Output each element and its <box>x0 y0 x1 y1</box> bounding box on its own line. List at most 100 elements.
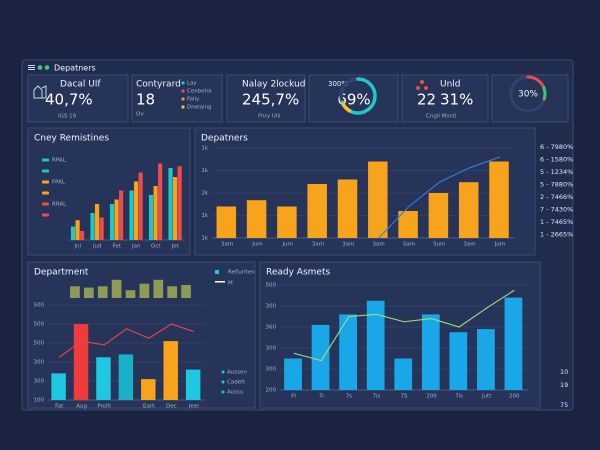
bar <box>428 193 449 238</box>
side-item: 6 - 7980% <box>540 143 573 151</box>
bar <box>129 190 134 240</box>
y-tick-label: 500 <box>34 341 45 347</box>
bar <box>118 354 134 400</box>
legend-swatch <box>181 89 185 93</box>
x-tick-label: Jum <box>494 242 505 248</box>
x-tick-label: 7s <box>346 394 352 400</box>
kpi-card <box>131 74 223 123</box>
legend-swatch <box>42 158 49 162</box>
side-item: 5 - 1234% <box>540 168 573 176</box>
x-tick-label: 7i <box>319 394 324 400</box>
x-tick-label: 3am <box>312 242 324 248</box>
kpi-note: Fhry Ulli <box>258 114 281 120</box>
gauge-arc <box>339 77 377 115</box>
side-number: 10 <box>560 368 568 376</box>
legend-swatch <box>181 105 185 109</box>
strip-bar <box>153 279 164 298</box>
x-tick-label: Jnl <box>73 244 81 250</box>
note-dot <box>221 390 225 394</box>
kpi-card <box>226 74 306 123</box>
legend-label: RRAL <box>52 202 67 208</box>
x-tick-label: Jot <box>171 244 180 250</box>
legend-swatch <box>42 213 49 217</box>
x-tick-label: 7is <box>372 394 380 400</box>
y-tick-label: 500 <box>266 283 277 289</box>
y-tick-label: 360 <box>266 325 277 331</box>
bar <box>284 358 302 390</box>
x-tick-label: Sum <box>433 242 445 248</box>
legend-label: FPAL <box>52 180 66 186</box>
kpi-note: IGS 19 <box>58 114 77 120</box>
chart-title: Department <box>34 268 89 278</box>
chart-title: Ready Asmets <box>266 268 330 278</box>
bar <box>80 231 85 240</box>
kpi-label: 300% <box>328 80 348 88</box>
x-tick-label: Fat <box>55 404 64 410</box>
strip-bar <box>125 290 136 298</box>
legend-swatch <box>215 270 219 274</box>
bar <box>153 186 158 240</box>
bar <box>421 314 440 390</box>
note-label: Aussu <box>227 390 243 396</box>
kpi-card <box>491 74 569 123</box>
x-tick-label: Ealh <box>143 404 155 410</box>
side-number: 19 <box>560 381 568 389</box>
legend-swatch <box>181 97 185 101</box>
bar <box>458 182 479 238</box>
line-series <box>378 156 501 239</box>
strip-bar <box>97 286 108 298</box>
x-tick-label: 7S <box>401 394 408 400</box>
strip-bar <box>181 285 191 298</box>
x-tick-label: 200 <box>426 394 437 400</box>
bar <box>366 300 385 390</box>
y-tick-label: 500 <box>34 322 45 328</box>
bar <box>109 204 115 240</box>
legend-label: Fally <box>187 97 200 103</box>
kpi-label: Contyrard <box>136 80 181 90</box>
strip-bar <box>83 287 94 298</box>
bar <box>504 297 523 390</box>
kpi-label: Unld <box>440 80 461 90</box>
x-tick-label: Fet <box>113 244 122 250</box>
note-dot <box>221 370 225 374</box>
kpi-card <box>401 74 489 123</box>
x-tick-label: Aug <box>76 404 87 410</box>
y-tick-label: 200 <box>266 388 277 394</box>
legend-swatch <box>42 180 49 184</box>
legend-swatch <box>215 281 225 283</box>
legend-swatch <box>42 202 49 206</box>
side-number: 75 <box>560 401 568 409</box>
x-tick-label: 3am <box>373 242 385 248</box>
bar <box>158 163 163 240</box>
legend-label: Cenbeha <box>187 89 211 95</box>
bar <box>90 213 95 240</box>
bar <box>168 168 173 240</box>
legend-label: RPAL <box>52 158 67 164</box>
side-item: 6 - 1580% <box>540 156 573 164</box>
x-tick-label: Prolll <box>97 404 111 410</box>
side-item: 7 - 7430% <box>540 206 573 214</box>
strip-bar <box>70 286 80 298</box>
kpi-label: Dacal Ulf <box>60 80 101 90</box>
chart-title: Depatners <box>201 134 248 144</box>
bar <box>216 206 237 238</box>
side-item: 1 - 7465% <box>540 218 573 226</box>
kpi-value: 40,7% <box>45 91 93 109</box>
bar <box>114 199 119 240</box>
bar <box>70 226 76 240</box>
side-item: 1 - 2665% <box>540 231 573 239</box>
kpi-label: Nalay 2lockud <box>242 80 305 90</box>
bar <box>368 161 388 238</box>
legend-swatch <box>181 81 185 85</box>
note-label: Aussen <box>227 370 247 376</box>
bar <box>141 379 156 400</box>
kpi-icon <box>416 80 428 90</box>
bar <box>51 373 66 400</box>
bar <box>311 324 330 390</box>
bar <box>75 220 80 240</box>
kpi-value: 31% <box>440 91 473 109</box>
bar <box>307 184 327 238</box>
bar <box>337 179 358 238</box>
kpi-value: 22 <box>417 91 436 109</box>
